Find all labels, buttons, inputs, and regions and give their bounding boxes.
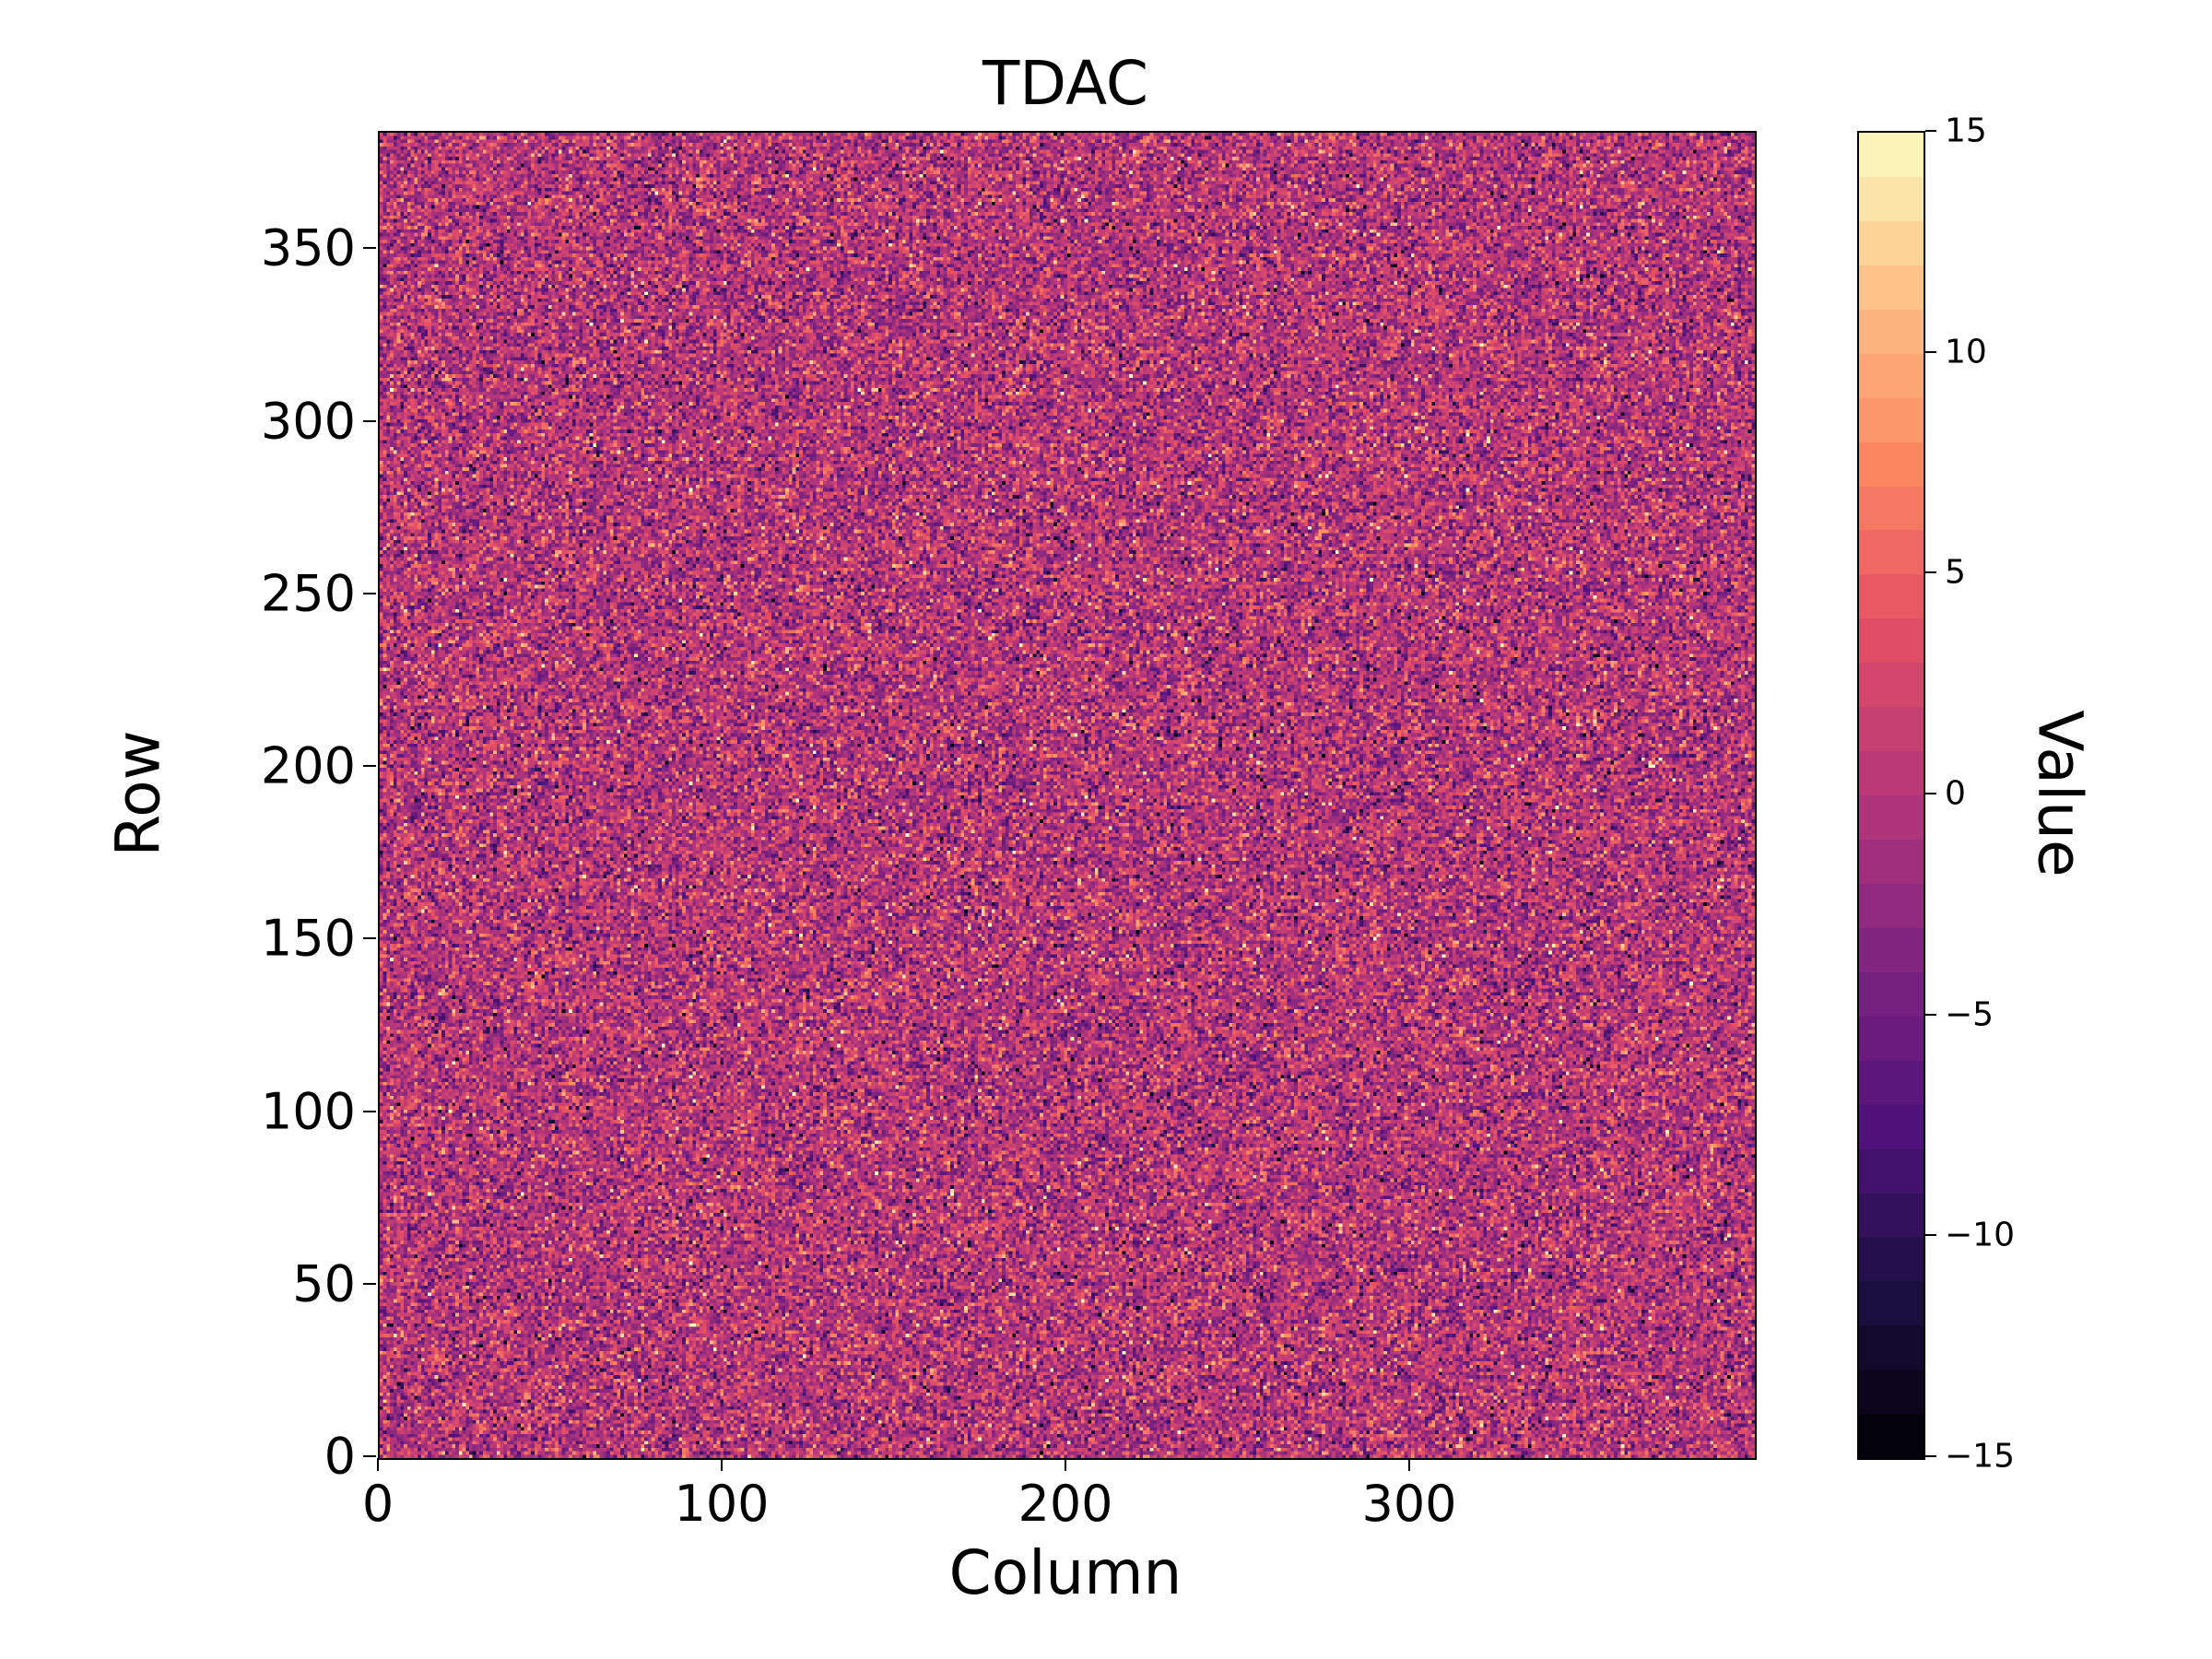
colorbar-band bbox=[1859, 1370, 1924, 1415]
y-tick-label: 50 bbox=[292, 1254, 356, 1313]
colorbar-band bbox=[1859, 1104, 1924, 1149]
y-tick-mark bbox=[363, 247, 376, 250]
colorbar-band bbox=[1859, 397, 1924, 442]
colorbar-band bbox=[1859, 530, 1924, 575]
colorbar-band bbox=[1859, 618, 1924, 664]
colorbar-tick-label: −10 bbox=[1945, 1216, 2015, 1254]
colorbar-tick-label: −15 bbox=[1945, 1437, 2015, 1476]
colorbar-band bbox=[1859, 751, 1924, 796]
y-tick-label: 150 bbox=[260, 909, 356, 968]
y-tick-label: 300 bbox=[260, 392, 356, 451]
colorbar-band bbox=[1859, 309, 1924, 354]
y-tick-mark bbox=[363, 419, 376, 422]
colorbar-tick-mark bbox=[1925, 1234, 1936, 1237]
colorbar-tick-mark bbox=[1925, 793, 1936, 794]
y-tick-label: 250 bbox=[260, 564, 356, 623]
heatmap-image[interactable] bbox=[380, 133, 1755, 1458]
x-tick-label: 200 bbox=[1018, 1475, 1113, 1533]
colorbar-band bbox=[1859, 840, 1924, 884]
colorbar-band bbox=[1859, 265, 1924, 310]
colorbar-band bbox=[1859, 574, 1924, 619]
colorbar-band bbox=[1859, 1148, 1924, 1194]
y-tick-label: 100 bbox=[260, 1082, 356, 1141]
y-tick-mark bbox=[363, 765, 376, 768]
colorbar-band bbox=[1859, 176, 1924, 221]
colorbar-band bbox=[1859, 1237, 1924, 1282]
y-axis-label: Row bbox=[102, 730, 174, 857]
colorbar-band bbox=[1859, 1414, 1924, 1459]
colorbar-tick-mark bbox=[1925, 350, 1936, 353]
heatmap-plot-area[interactable] bbox=[378, 131, 1757, 1460]
colorbar bbox=[1857, 131, 1925, 1460]
colorbar-tick-label: 0 bbox=[1945, 774, 1966, 813]
plot-title: TDAC bbox=[982, 48, 1149, 119]
y-tick-mark bbox=[363, 1455, 376, 1457]
colorbar-band bbox=[1859, 1325, 1924, 1371]
colorbar-band bbox=[1859, 353, 1924, 398]
colorbar-band bbox=[1859, 1281, 1924, 1326]
x-tick-label: 300 bbox=[1361, 1475, 1457, 1533]
y-tick-mark bbox=[363, 592, 376, 594]
y-tick-label: 0 bbox=[324, 1427, 356, 1486]
colorbar-tick-mark bbox=[1925, 1013, 1936, 1016]
colorbar-band bbox=[1859, 1060, 1924, 1105]
colorbar-tick-mark bbox=[1925, 571, 1936, 574]
colorbar-tick-label: −5 bbox=[1945, 995, 1994, 1034]
colorbar-band bbox=[1859, 707, 1924, 752]
colorbar-band bbox=[1859, 883, 1924, 928]
x-axis-label: Column bbox=[948, 1537, 1182, 1608]
colorbar-band bbox=[1859, 971, 1924, 1017]
colorbar-band bbox=[1859, 1193, 1924, 1238]
colorbar-band bbox=[1859, 441, 1924, 487]
x-tick-label: 0 bbox=[361, 1475, 394, 1533]
y-tick-mark bbox=[363, 937, 376, 940]
colorbar-band bbox=[1859, 220, 1924, 265]
y-tick-label: 200 bbox=[260, 736, 356, 795]
y-tick-label: 350 bbox=[260, 218, 356, 277]
colorbar-band bbox=[1859, 795, 1924, 840]
x-tick-mark bbox=[721, 1458, 723, 1471]
colorbar-band bbox=[1859, 663, 1924, 708]
colorbar-label: Value bbox=[2024, 710, 2096, 877]
colorbar-tick-label: 5 bbox=[1945, 553, 1966, 592]
y-tick-mark bbox=[363, 1282, 376, 1285]
colorbar-band bbox=[1859, 927, 1924, 972]
colorbar-band bbox=[1859, 1016, 1924, 1061]
x-tick-mark bbox=[1065, 1458, 1066, 1471]
colorbar-tick-label: 15 bbox=[1945, 112, 1987, 150]
colorbar-band bbox=[1859, 486, 1924, 531]
colorbar-tick-label: 10 bbox=[1945, 333, 1987, 371]
y-tick-mark bbox=[363, 1110, 376, 1112]
colorbar-band bbox=[1859, 133, 1924, 177]
x-tick-mark bbox=[377, 1458, 379, 1471]
x-tick-mark bbox=[1408, 1458, 1410, 1471]
colorbar-tick-mark bbox=[1925, 130, 1936, 132]
colorbar-tick-mark bbox=[1925, 1455, 1936, 1457]
x-tick-label: 100 bbox=[674, 1475, 770, 1533]
